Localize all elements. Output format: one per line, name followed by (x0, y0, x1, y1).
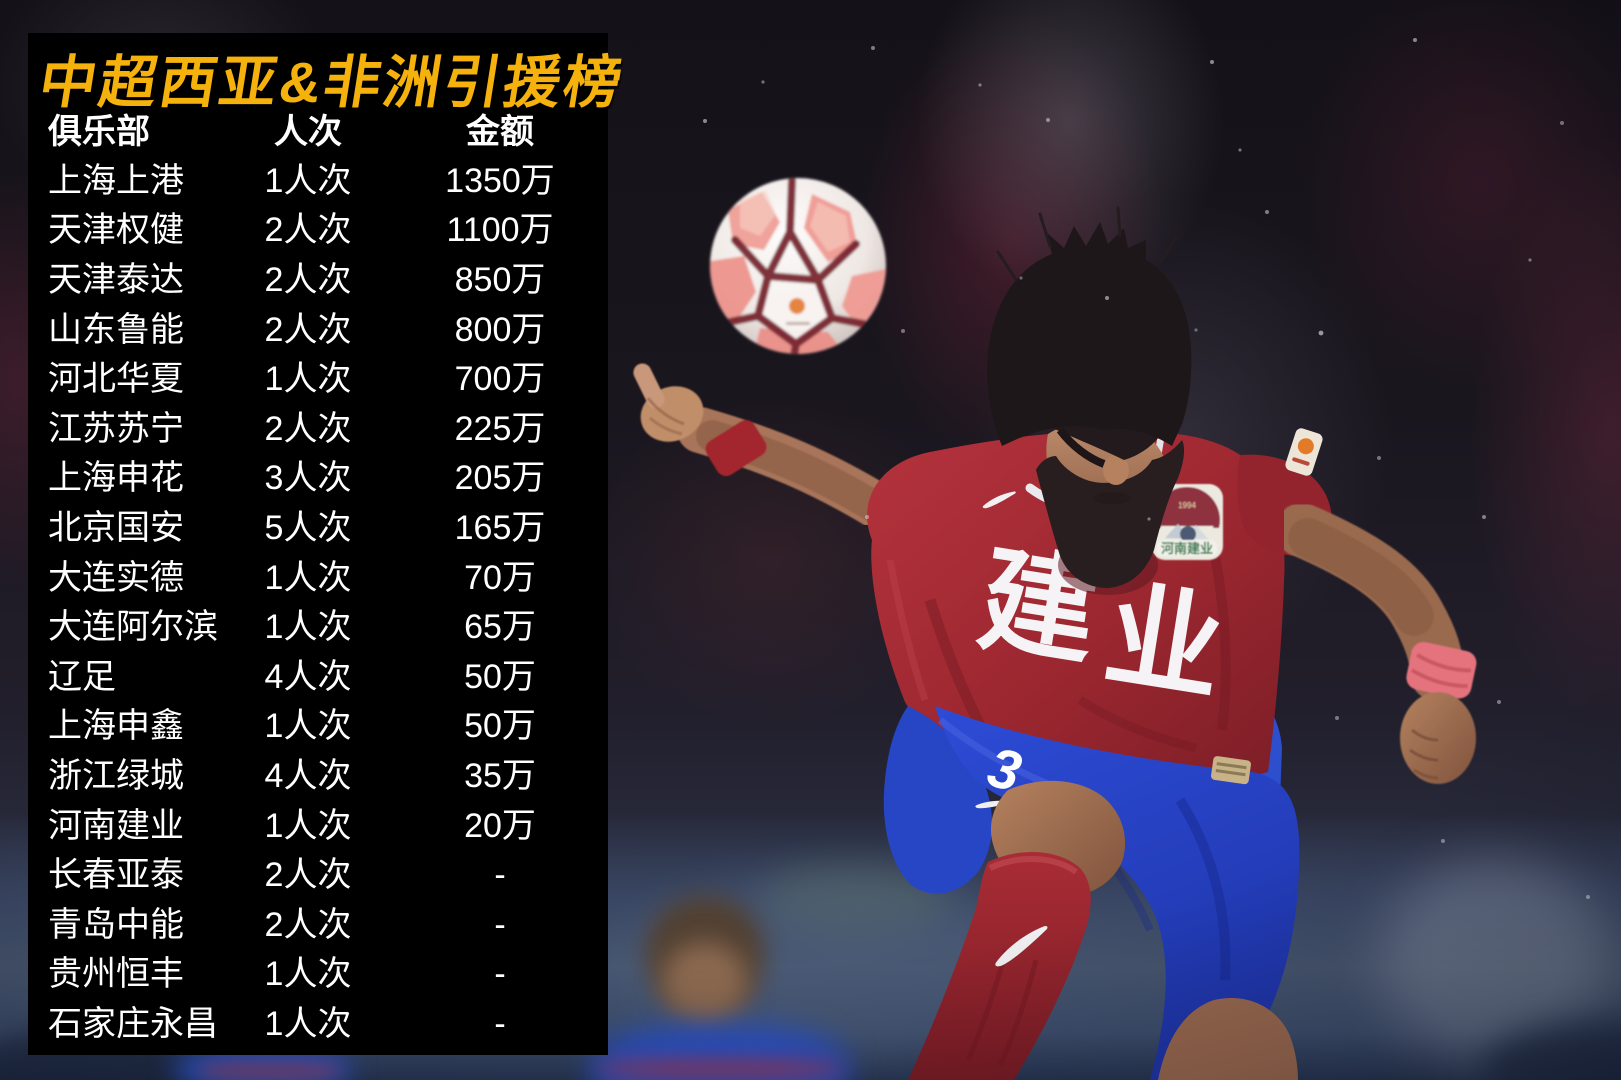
club-cell: 上海上港 (48, 161, 184, 200)
table-row: 上海上港 1人次 1350万 (28, 156, 608, 206)
table-row: 贵州恒丰 1人次 - (28, 950, 608, 1000)
club-cell: 天津泰达 (48, 260, 184, 299)
club-cell: 辽足 (48, 657, 116, 696)
badge-text: 河南建业 (1161, 541, 1213, 556)
table-row: 北京国安 5人次 165万 (28, 503, 608, 553)
count-cell: 2人次 (264, 211, 352, 250)
amount-cell: 50万 (464, 657, 536, 696)
club-cell: 青岛中能 (48, 905, 184, 944)
header-amount: 金额 (466, 113, 534, 151)
header-club: 俱乐部 (48, 113, 150, 151)
soccer-ball (710, 178, 886, 354)
count-cell: 2人次 (264, 409, 352, 448)
club-cell: 浙江绿城 (48, 756, 184, 795)
amount-cell: - (494, 1004, 506, 1043)
club-cell: 北京国安 (48, 508, 184, 547)
count-cell: 1人次 (264, 558, 352, 597)
amount-cell: 20万 (464, 806, 536, 845)
club-cell: 上海申花 (48, 459, 184, 498)
player-right-arm (1275, 503, 1477, 784)
club-cell: 天津权健 (48, 211, 184, 250)
club-cell: 江苏苏宁 (48, 409, 184, 448)
pink-wristband (1406, 642, 1477, 699)
count-cell: 5人次 (264, 508, 352, 547)
amount-cell: - (494, 856, 506, 895)
count-cell: 4人次 (264, 657, 352, 696)
count-cell: 2人次 (264, 260, 352, 299)
amount-cell: 35万 (464, 756, 536, 795)
amount-cell: 50万 (464, 707, 536, 746)
table-row: 山东鲁能 2人次 800万 (28, 305, 608, 355)
hair (987, 222, 1192, 446)
table-row: 青岛中能 2人次 - (28, 900, 608, 950)
count-cell: 1人次 (264, 161, 352, 200)
club-cell: 河北华夏 (48, 360, 184, 399)
signings-table: 俱乐部 人次 金额 上海上港 1人次 1350万天津权健 2人次 1100万天津泰达 2人… (28, 108, 608, 1049)
table-row: 河南建业 1人次 20万 (28, 801, 608, 851)
club-cell: 贵州恒丰 (48, 955, 184, 994)
club-cell: 石家庄永昌 (48, 1004, 218, 1043)
club-cell: 长春亚泰 (48, 856, 184, 895)
table-row: 天津权健 2人次 1100万 (28, 206, 608, 256)
table-row: 大连实德 1人次 70万 (28, 553, 608, 603)
player-left-arm (633, 363, 907, 533)
count-cell: 1人次 (264, 955, 352, 994)
count-cell: 1人次 (264, 360, 352, 399)
amount-cell: 850万 (454, 260, 546, 299)
sleeve-patch (1285, 428, 1323, 476)
thumb (633, 363, 665, 409)
header-count: 人次 (274, 113, 342, 151)
badge-year: 1994 (1178, 501, 1196, 510)
table-header-row: 俱乐部 人次 金额 (28, 108, 608, 156)
amount-cell: 1100万 (446, 211, 554, 250)
table-row: 上海申鑫 1人次 50万 (28, 702, 608, 752)
table-row: 天津泰达 2人次 850万 (28, 255, 608, 305)
club-cell: 河南建业 (48, 806, 184, 845)
amount-cell: 165万 (454, 508, 546, 547)
amount-cell: 70万 (464, 558, 536, 597)
count-cell: 1人次 (264, 608, 352, 647)
amount-cell: 1350万 (445, 161, 555, 200)
club-cell: 山东鲁能 (48, 310, 184, 349)
table-row: 浙江绿城 4人次 35万 (28, 751, 608, 801)
table-row: 上海申花 3人次 205万 (28, 454, 608, 504)
amount-cell: 700万 (454, 360, 546, 399)
count-cell: 3人次 (264, 459, 352, 498)
table-row: 河北华夏 1人次 700万 (28, 354, 608, 404)
table-row: 石家庄永昌 1人次 - (28, 999, 608, 1049)
amount-cell: - (494, 905, 506, 944)
count-cell: 1人次 (264, 806, 352, 845)
club-cell: 大连实德 (48, 558, 184, 597)
amount-cell: 65万 (464, 608, 536, 647)
table-body: 上海上港 1人次 1350万天津权健 2人次 1100万天津泰达 2人次 850万山东鲁能 2… (28, 156, 608, 1049)
table-row: 江苏苏宁 2人次 225万 (28, 404, 608, 454)
count-cell: 4人次 (264, 756, 352, 795)
count-cell: 2人次 (264, 905, 352, 944)
count-cell: 1人次 (264, 707, 352, 746)
right-fist (1400, 692, 1476, 784)
amount-cell: 225万 (454, 409, 546, 448)
club-cell: 大连阿尔滨 (48, 608, 218, 647)
table-row: 辽足 4人次 50万 (28, 652, 608, 702)
count-cell: 2人次 (264, 856, 352, 895)
table-row: 大连阿尔滨 1人次 65万 (28, 602, 608, 652)
table-row: 长春亚泰 2人次 - (28, 850, 608, 900)
page-title: 中超西亚&非洲引援榜 (34, 51, 629, 115)
data-panel: 中超西亚&非洲引援榜 俱乐部 人次 金额 上海上港 1人次 1350万天津权健 2人次… (28, 33, 629, 1055)
count-cell: 2人次 (264, 310, 352, 349)
count-cell: 1人次 (264, 1004, 352, 1043)
club-cell: 上海申鑫 (48, 707, 184, 746)
amount-cell: - (494, 955, 506, 994)
amount-cell: 800万 (454, 310, 546, 349)
amount-cell: 205万 (454, 459, 546, 498)
